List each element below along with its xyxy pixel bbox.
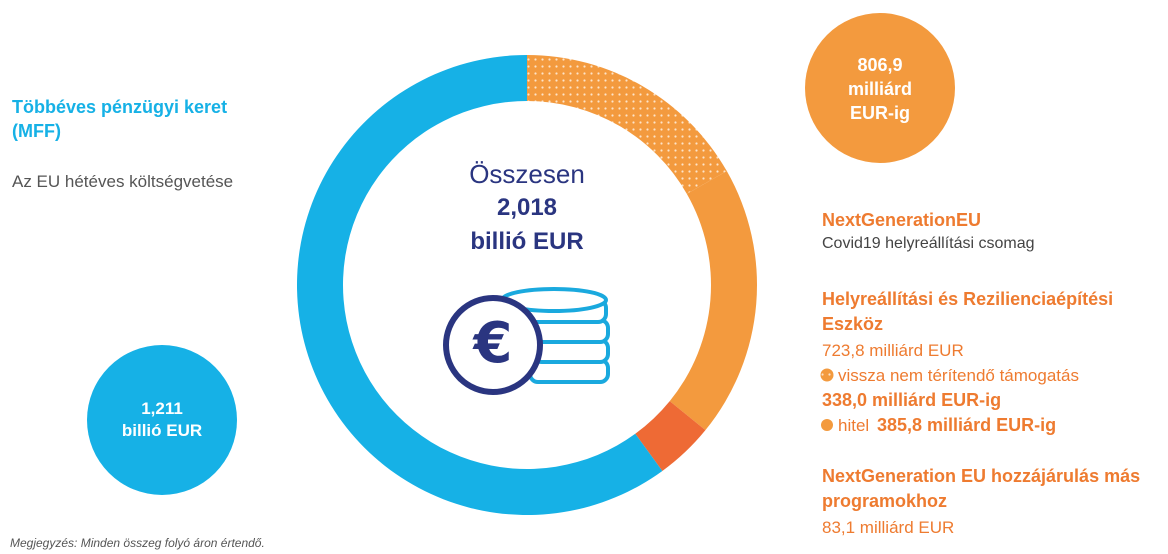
loans-amount: 385,8 milliárd EUR-ig: [877, 415, 1057, 435]
loans-label: hitel: [838, 416, 870, 435]
mff-bubble-unit: billió EUR: [121, 421, 203, 440]
loans-marker: [821, 419, 833, 431]
ngeu-description: Covid19 helyreállítási csomag: [822, 235, 1035, 252]
ngeu-bubble-line: 806,9: [857, 55, 903, 75]
other-amount: 83,1 milliárd EUR: [822, 518, 955, 537]
ngeu-bubble-line: EUR-ig: [850, 103, 910, 123]
donut-segment: [635, 401, 706, 471]
svg-text:€: €: [472, 311, 513, 376]
ngeu-bubble-line: milliárd: [847, 79, 913, 99]
mff-bubble: [87, 345, 237, 495]
rrf-title: Helyreállítási és Rezilienciaépítési Esz…: [822, 289, 1114, 334]
footnote: Megjegyzés: Minden összeg folyó áron ért…: [10, 536, 265, 550]
donut-segment: [296, 55, 663, 515]
ngeu-title: NextGenerationEU: [822, 210, 982, 230]
grants-label: vissza nem térítendő támogatás: [838, 366, 1079, 385]
donut-segment: [527, 55, 727, 194]
rrf-amount: 723,8 milliárd EUR: [822, 341, 964, 360]
total-label: Összesen: [469, 159, 585, 189]
total-unit: billió EUR: [470, 228, 584, 255]
coins-icon: €: [443, 287, 610, 395]
donut-segment: [669, 171, 757, 431]
grants-marker: [820, 368, 834, 382]
ngeu-bubble: [805, 13, 955, 163]
mff-description: Az EU hétéves költségvetése: [12, 172, 234, 191]
total-amount: 2,018: [496, 194, 558, 221]
donut: [296, 55, 757, 515]
other-title: NextGeneration EU hozzájárulás más progr…: [822, 466, 1141, 511]
mff-title: Többéves pénzügyi keret (MFF): [12, 97, 228, 141]
grants-amount: 338,0 milliárd EUR-ig: [822, 390, 1002, 410]
mff-bubble-amount: 1,211: [141, 399, 183, 418]
